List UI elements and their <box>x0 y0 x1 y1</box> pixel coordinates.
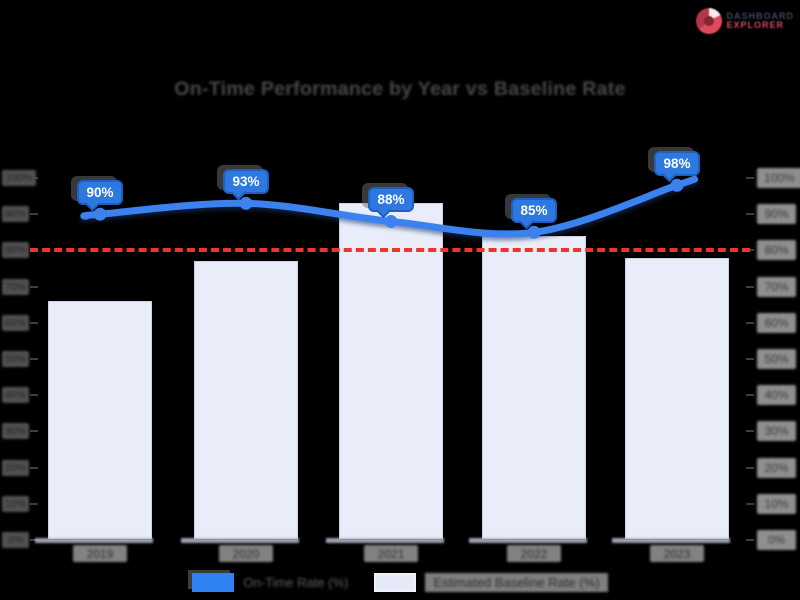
y-axis-left-label: 0% <box>2 532 29 548</box>
y-axis-right-label: 50% <box>757 349 796 369</box>
y-axis-left-label: 60% <box>2 314 29 331</box>
bar-2020[interactable] <box>194 261 298 539</box>
y-axis-right-tick <box>746 177 754 179</box>
data-label-85%: 85% <box>511 198 557 224</box>
y-axis-left-label: 40% <box>2 387 29 404</box>
y-axis-left-label: 90% <box>2 206 29 223</box>
bar-2021[interactable] <box>339 203 443 539</box>
y-axis-left-tick <box>30 430 38 433</box>
line-point-2020[interactable] <box>239 196 253 210</box>
legend-swatch-bar <box>374 573 417 592</box>
y-axis-left-tick <box>30 502 38 505</box>
y-axis-right-tick <box>746 358 754 360</box>
y-axis-right-label: 40% <box>757 385 796 406</box>
bar-2023[interactable] <box>625 257 729 539</box>
y-axis-left-tick <box>30 358 38 360</box>
legend-label-bar: Estimated Baseline Rate (%) <box>425 573 608 592</box>
y-axis-left-label: 20% <box>2 459 29 476</box>
y-axis-right-tick <box>746 394 754 397</box>
legend-item-line[interactable]: On-Time Rate (%) <box>192 573 348 592</box>
bar-2022[interactable] <box>482 235 586 539</box>
y-axis-right-tick <box>746 213 754 216</box>
threshold-line <box>30 248 750 253</box>
y-axis-right-tick <box>746 430 754 433</box>
legend: On-Time Rate (%) Estimated Baseline Rate… <box>0 573 800 592</box>
line-point-2019[interactable] <box>93 207 107 221</box>
x-axis-label-2023: 2023 <box>650 545 704 562</box>
y-axis-left-label: 70% <box>2 278 29 295</box>
y-axis-right-label: 80% <box>757 240 796 261</box>
y-axis-left-label: 30% <box>2 423 29 440</box>
legend-item-bar[interactable]: Estimated Baseline Rate (%) <box>374 573 608 592</box>
y-axis-right-tick <box>746 466 754 469</box>
y-axis-left-tick <box>30 285 38 288</box>
x-axis-label-2022: 2022 <box>507 545 561 562</box>
y-axis-left-tick <box>30 539 38 541</box>
y-axis-right-tick <box>746 321 754 324</box>
donut-chart-icon <box>695 8 722 34</box>
y-axis-left-tick <box>30 466 38 469</box>
y-axis-right-label: 10% <box>757 493 796 514</box>
y-axis-right-label: 70% <box>757 276 796 297</box>
data-label-98%: 98% <box>654 151 700 177</box>
bar-2019[interactable] <box>48 301 152 539</box>
y-axis-right-label: 60% <box>757 312 796 333</box>
y-axis-right-label: 100% <box>757 168 800 188</box>
logo-line1: DASHBOARD <box>726 10 794 21</box>
x-axis-label-2021: 2021 <box>364 545 418 562</box>
x-axis-label-2019: 2019 <box>73 545 127 562</box>
logo-text: DASHBOARD EXPLORER <box>726 10 795 31</box>
line-point-2021[interactable] <box>384 214 398 228</box>
legend-label-line: On-Time Rate (%) <box>243 575 349 590</box>
x-axis-label-2020: 2020 <box>219 545 273 562</box>
legend-swatch-line <box>192 573 235 592</box>
line-point-2022[interactable] <box>527 225 541 239</box>
y-axis-right-tick <box>746 539 754 541</box>
y-axis-left-tick <box>30 321 38 324</box>
y-axis-right-label: 0% <box>757 530 796 550</box>
y-axis-right-label: 30% <box>757 421 796 442</box>
y-axis-right-tick <box>746 502 754 505</box>
y-axis-right-tick <box>746 285 754 288</box>
y-axis-right-label: 20% <box>757 457 796 478</box>
line-point-2023[interactable] <box>670 178 684 192</box>
data-label-93%: 93% <box>223 169 269 195</box>
y-axis-right-label: 90% <box>757 204 796 225</box>
logo-line2: EXPLORER <box>726 20 785 30</box>
brand-logo: DASHBOARD EXPLORER <box>695 8 795 34</box>
y-axis-left-label: 10% <box>2 495 29 512</box>
y-axis-left-label: 50% <box>2 351 29 367</box>
y-axis-left-label: 100% <box>2 170 36 186</box>
y-axis-left-label: 80% <box>2 242 29 259</box>
y-axis-left-tick <box>30 213 38 216</box>
y-axis-left-tick <box>30 394 38 397</box>
y-axis-right-tick <box>746 249 754 252</box>
chart-title: On-Time Performance by Year vs Baseline … <box>174 78 626 100</box>
data-label-88%: 88% <box>368 187 414 213</box>
data-label-90%: 90% <box>77 180 123 206</box>
